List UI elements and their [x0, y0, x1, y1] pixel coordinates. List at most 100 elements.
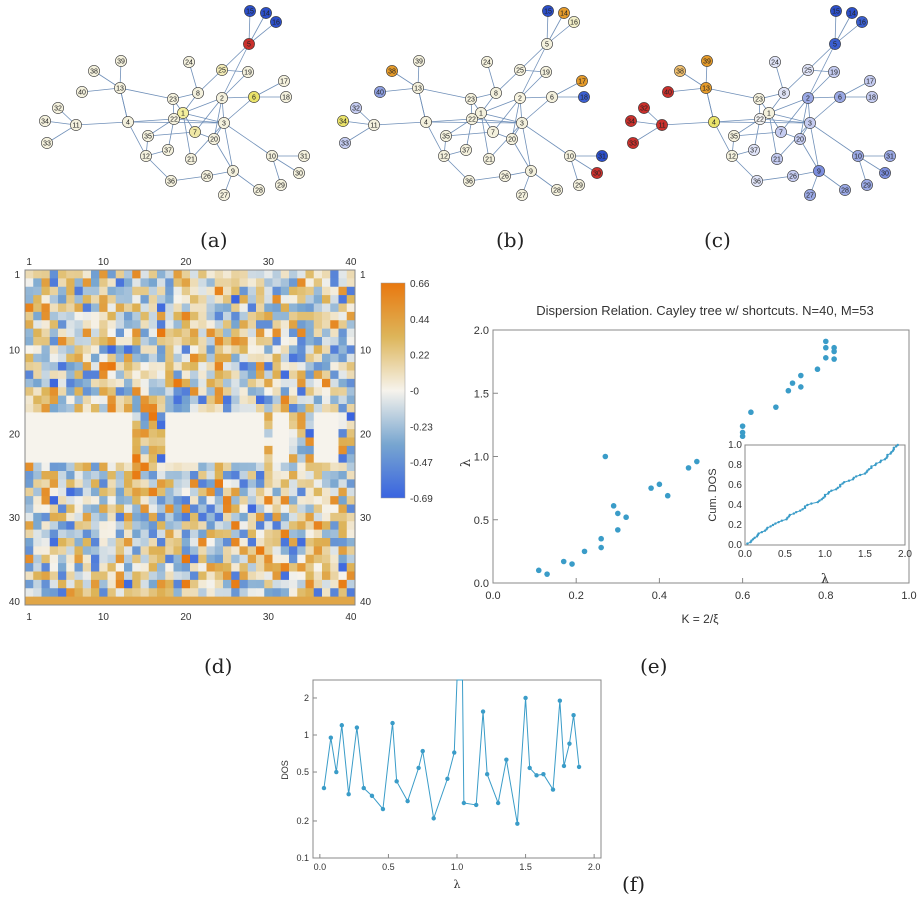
heatmap-cell	[140, 387, 150, 397]
heatmap-cell	[173, 538, 183, 547]
inset-point	[771, 523, 775, 527]
inset-point	[852, 476, 855, 480]
graph-node-circle	[763, 107, 775, 119]
heatmap-cell	[231, 512, 240, 522]
dos-point	[321, 785, 327, 791]
inset-point	[788, 513, 791, 517]
heatmap-cell	[214, 504, 224, 514]
heatmap-cell	[132, 395, 141, 405]
graph-node-15: 15	[830, 5, 842, 17]
graph-node-label: 22	[468, 117, 476, 124]
scatter-point	[823, 344, 829, 351]
heatmap-cell	[82, 286, 92, 296]
graph-node-circle	[189, 126, 201, 138]
colorbar-tick: 0.22	[410, 351, 430, 362]
heatmap-cell	[231, 588, 240, 598]
graph-node-circle	[438, 150, 450, 162]
heatmap-cell	[132, 353, 141, 363]
inset-ytick-label: 0.2	[728, 520, 742, 531]
heatmap-cell	[223, 437, 232, 447]
heatmap-cell	[140, 429, 150, 438]
graph-node-circle	[546, 91, 558, 103]
heatmap-cell	[214, 596, 224, 606]
heatmap-cell	[313, 571, 323, 581]
heatmap-cell	[74, 295, 84, 304]
heatmap-cell	[124, 529, 133, 539]
heatmap-cell	[140, 420, 150, 430]
heatmap-cell	[25, 362, 34, 371]
heatmap-cell	[107, 353, 117, 363]
heatmap-cell	[338, 588, 348, 598]
heatmap-cell	[181, 571, 191, 581]
heatmap-cell	[190, 429, 199, 438]
graph-node-32: 32	[350, 102, 362, 114]
heatmap-cell	[346, 445, 356, 455]
heatmap-cell	[66, 538, 75, 547]
graph-node-label: 27	[220, 193, 228, 200]
heatmap-cell	[99, 445, 108, 455]
heatmap-cell	[41, 479, 51, 489]
graph-node-label: 16	[858, 20, 866, 27]
heatmap-cell	[223, 529, 232, 539]
heatmap-cell	[239, 479, 249, 489]
heatmap-cell	[82, 487, 92, 497]
heatmap-cell	[206, 311, 216, 321]
heatmap-cell	[181, 395, 191, 405]
graph-panel-a: 1234567891011121314151617181920212223242…	[39, 5, 310, 201]
heatmap-cell	[198, 487, 207, 497]
inset-ytick-label: 0.8	[728, 460, 742, 471]
heatmap-cell	[157, 353, 166, 363]
heatmap-cell	[74, 420, 84, 430]
heatmap-cell	[33, 554, 42, 564]
heatmap-cell	[264, 471, 273, 480]
heatmap-cell	[297, 538, 306, 547]
graph-node-circle	[802, 92, 814, 104]
graph-node-32: 32	[52, 102, 64, 114]
heatmap-cell	[338, 496, 348, 505]
heatmap-cell	[223, 588, 232, 598]
heatmap-cell	[58, 496, 67, 505]
heatmap-cell	[214, 471, 224, 480]
heatmap-cell	[107, 404, 117, 413]
heatmap-cell	[297, 504, 306, 514]
inset-ytick-label: 0.6	[728, 480, 742, 491]
heatmap-cell	[231, 311, 240, 321]
heatmap-cell	[289, 286, 298, 296]
graph-edge	[776, 122, 811, 160]
graph-node-2: 2	[514, 92, 526, 104]
heatmap-cell	[115, 378, 125, 388]
graph-node-label: 26	[203, 174, 211, 181]
heatmap-cell	[66, 588, 75, 598]
heatmap-cell	[49, 563, 59, 572]
heatmap-cell	[99, 471, 108, 480]
heatmap-cell	[280, 454, 290, 464]
heatmap-cell	[272, 303, 282, 313]
heatmap-cell	[322, 445, 331, 455]
heatmap-cell	[297, 345, 306, 355]
inset-point	[806, 503, 809, 507]
heatmap-cell	[313, 521, 323, 531]
heatmap-cell	[74, 504, 84, 514]
heatmap-cell	[115, 370, 125, 380]
heatmap-cell	[264, 445, 273, 455]
heatmap-cell	[239, 395, 249, 405]
heatmap-cell	[322, 295, 331, 304]
heatmap-cell	[289, 295, 298, 304]
heatmap-cell	[91, 303, 100, 313]
heatmap-cell	[256, 429, 265, 438]
heatmap-cell	[264, 512, 273, 522]
graph-node-circle	[293, 167, 305, 179]
dos-xlabel: λ	[454, 878, 461, 891]
heatmap-cell	[148, 270, 158, 279]
scatter-xtick-label: 0.2	[569, 590, 584, 602]
heatmap-cell	[25, 571, 34, 581]
heatmap-cell	[148, 538, 158, 547]
heatmap-cell	[157, 437, 166, 447]
heatmap-cell	[338, 278, 348, 288]
heatmap-cell	[115, 445, 125, 455]
heatmap-cell	[297, 328, 306, 338]
heatmap-cell	[346, 420, 356, 430]
heatmap-cell	[330, 554, 339, 564]
heatmap-cell	[115, 278, 125, 288]
heatmap-cell	[330, 353, 339, 363]
